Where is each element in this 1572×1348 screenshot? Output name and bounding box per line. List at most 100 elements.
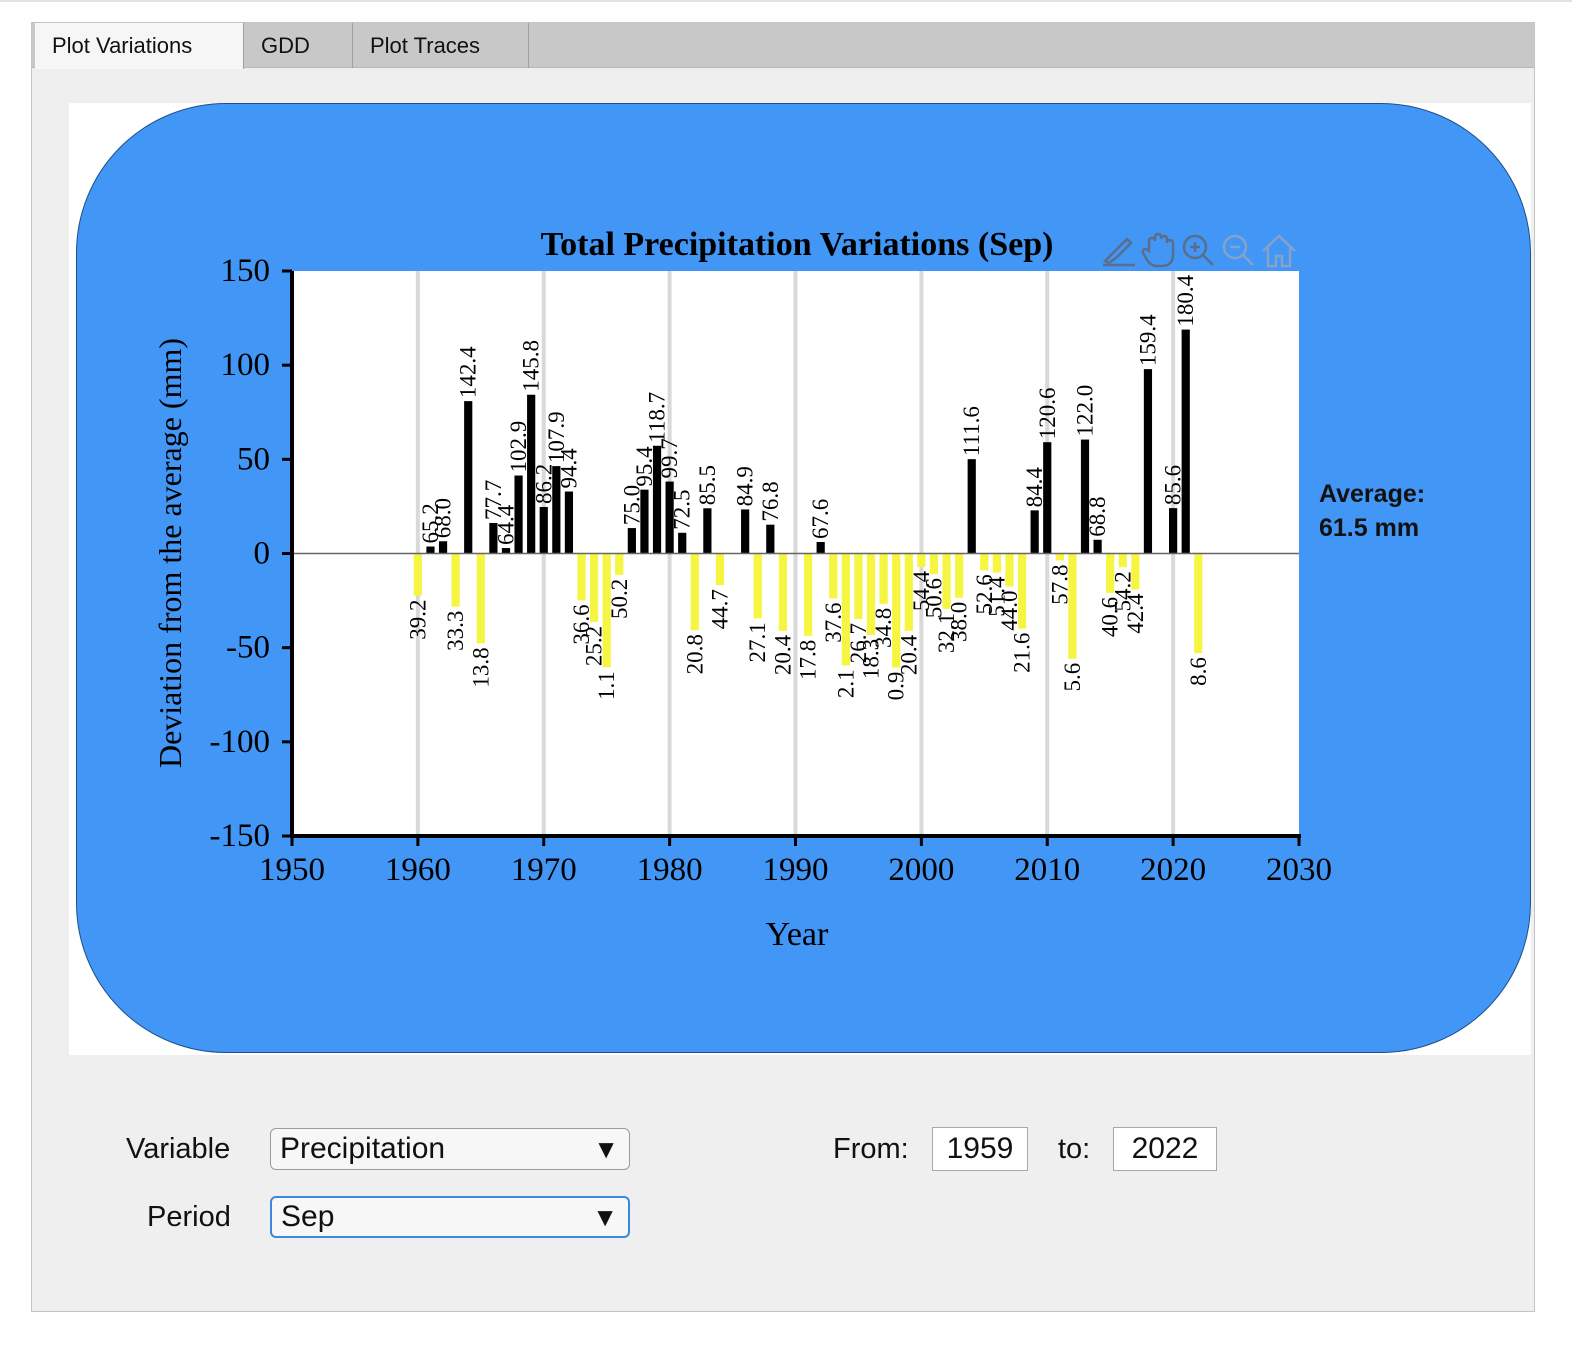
bar: [1093, 539, 1102, 554]
bar: [917, 553, 926, 567]
bar: [489, 522, 498, 554]
bar: [753, 553, 762, 619]
home-icon[interactable]: [1262, 234, 1296, 268]
bar-label: 86.2: [531, 464, 556, 504]
bar-label: 107.9: [544, 411, 569, 463]
period-select[interactable]: Sep ▼: [270, 1196, 630, 1238]
bar: [1068, 553, 1077, 659]
tab-gdd[interactable]: GDD: [244, 23, 353, 68]
bar-label: 37.6: [821, 603, 846, 643]
bar-label: 17.8: [796, 640, 821, 680]
bar-label: 18.3: [859, 639, 884, 679]
bar-label: 51.4: [984, 576, 1009, 617]
x-axis-label: Year: [766, 916, 829, 953]
bar: [1194, 553, 1203, 654]
bar: [1131, 553, 1140, 590]
bar: [602, 553, 611, 668]
bar: [1017, 553, 1027, 629]
from-year-input[interactable]: 1959: [932, 1127, 1028, 1171]
x-tick-label: 1990: [763, 852, 829, 888]
tab-plot-variations[interactable]: Plot Variations: [35, 23, 244, 69]
bar: [438, 541, 448, 554]
bar: [413, 553, 422, 596]
main-panel: Plot Variations GDD Plot Traces 39.2 65.2…: [31, 22, 1535, 1312]
variable-label: Variable: [126, 1133, 231, 1165]
bar-label: 2.1: [833, 669, 858, 698]
bar-label: 44.0: [997, 590, 1022, 630]
period-value: Sep: [281, 1200, 335, 1233]
bar-label: 95.4: [632, 446, 657, 487]
bar-label: 26.7: [846, 623, 871, 663]
bar-label: 20.4: [770, 634, 795, 675]
x-tick-label: 2000: [888, 852, 954, 888]
average-value: 61.5 mm: [1319, 514, 1420, 542]
bar-label: 94.4: [556, 448, 581, 489]
pan-icon[interactable]: [1141, 232, 1175, 268]
zoom-in-icon[interactable]: [1182, 234, 1214, 266]
bar-label: 77.7: [481, 480, 506, 520]
bar: [703, 508, 712, 554]
bar: [866, 553, 876, 635]
bar: [426, 546, 435, 554]
bar: [1118, 553, 1127, 568]
bar: [803, 553, 813, 636]
edit-icon[interactable]: [1102, 237, 1135, 267]
bar-label: 118.7: [645, 392, 670, 443]
bar: [476, 553, 485, 644]
bar-label: 64.4: [493, 504, 518, 545]
bar: [1181, 329, 1190, 554]
bar: [942, 553, 951, 609]
bar-label: 85.6: [1161, 465, 1186, 505]
bar-label: 50.6: [921, 578, 946, 618]
bar-label: 44.7: [707, 589, 732, 629]
bar-label: 84.9: [733, 466, 758, 506]
bar: [564, 491, 574, 554]
bar: [1143, 369, 1153, 554]
chart-title: Total Precipitation Variations (Sep): [541, 226, 1054, 263]
bar-label: 76.8: [758, 481, 783, 521]
bar: [690, 553, 699, 631]
bar: [955, 553, 964, 598]
bar-label: 36.6: [569, 604, 594, 644]
bar-label: 57.8: [1047, 564, 1072, 604]
bar: [967, 459, 976, 554]
bar: [854, 553, 863, 620]
bar-label: 102.9: [506, 421, 531, 473]
bar: [778, 553, 788, 631]
bar: [577, 553, 586, 601]
bar-label: 145.8: [519, 340, 544, 392]
tab-plot-traces[interactable]: Plot Traces: [353, 23, 529, 68]
bar: [980, 553, 989, 571]
bar-label: 84.4: [1022, 467, 1047, 508]
bar: [741, 509, 750, 554]
bar-label: 180.4: [1173, 274, 1198, 326]
y-tick-label: 150: [221, 253, 271, 289]
x-tick-label: 2030: [1266, 852, 1332, 888]
bar: [552, 466, 561, 554]
bar: [451, 553, 460, 607]
bar: [615, 553, 624, 575]
bar: [652, 445, 662, 554]
bar: [816, 542, 825, 554]
bar: [501, 548, 511, 554]
y-tick-label: 0: [254, 536, 271, 572]
bar: [627, 528, 636, 554]
bar: [464, 401, 473, 554]
bar-label: 38.0: [947, 602, 972, 642]
bar-label: 65.2: [418, 503, 443, 543]
plot-frame: 39.2 65.2 68.0 33.3 142.4 13.8 77.7 64.4 102.9 14…: [69, 103, 1531, 1055]
x-tick-label: 2010: [1014, 852, 1080, 888]
bar: [904, 553, 913, 631]
average-label: Average:: [1319, 480, 1426, 508]
bar: [539, 506, 548, 554]
bar: [892, 553, 901, 668]
variable-select[interactable]: Precipitation ▼: [270, 1128, 630, 1170]
bar-label: 99.7: [657, 438, 682, 478]
to-year-input[interactable]: 2022: [1113, 1127, 1217, 1171]
zoom-out-icon[interactable]: [1222, 234, 1254, 266]
bar: [1169, 508, 1178, 554]
x-tick-label: 1980: [637, 852, 703, 888]
bar-label: 33.3: [443, 611, 468, 651]
precipitation-chart: 39.2 65.268.0 33.3 142.4 13.8 77.764.4 102.9 14…: [152, 226, 1332, 953]
bar: [1030, 510, 1039, 554]
